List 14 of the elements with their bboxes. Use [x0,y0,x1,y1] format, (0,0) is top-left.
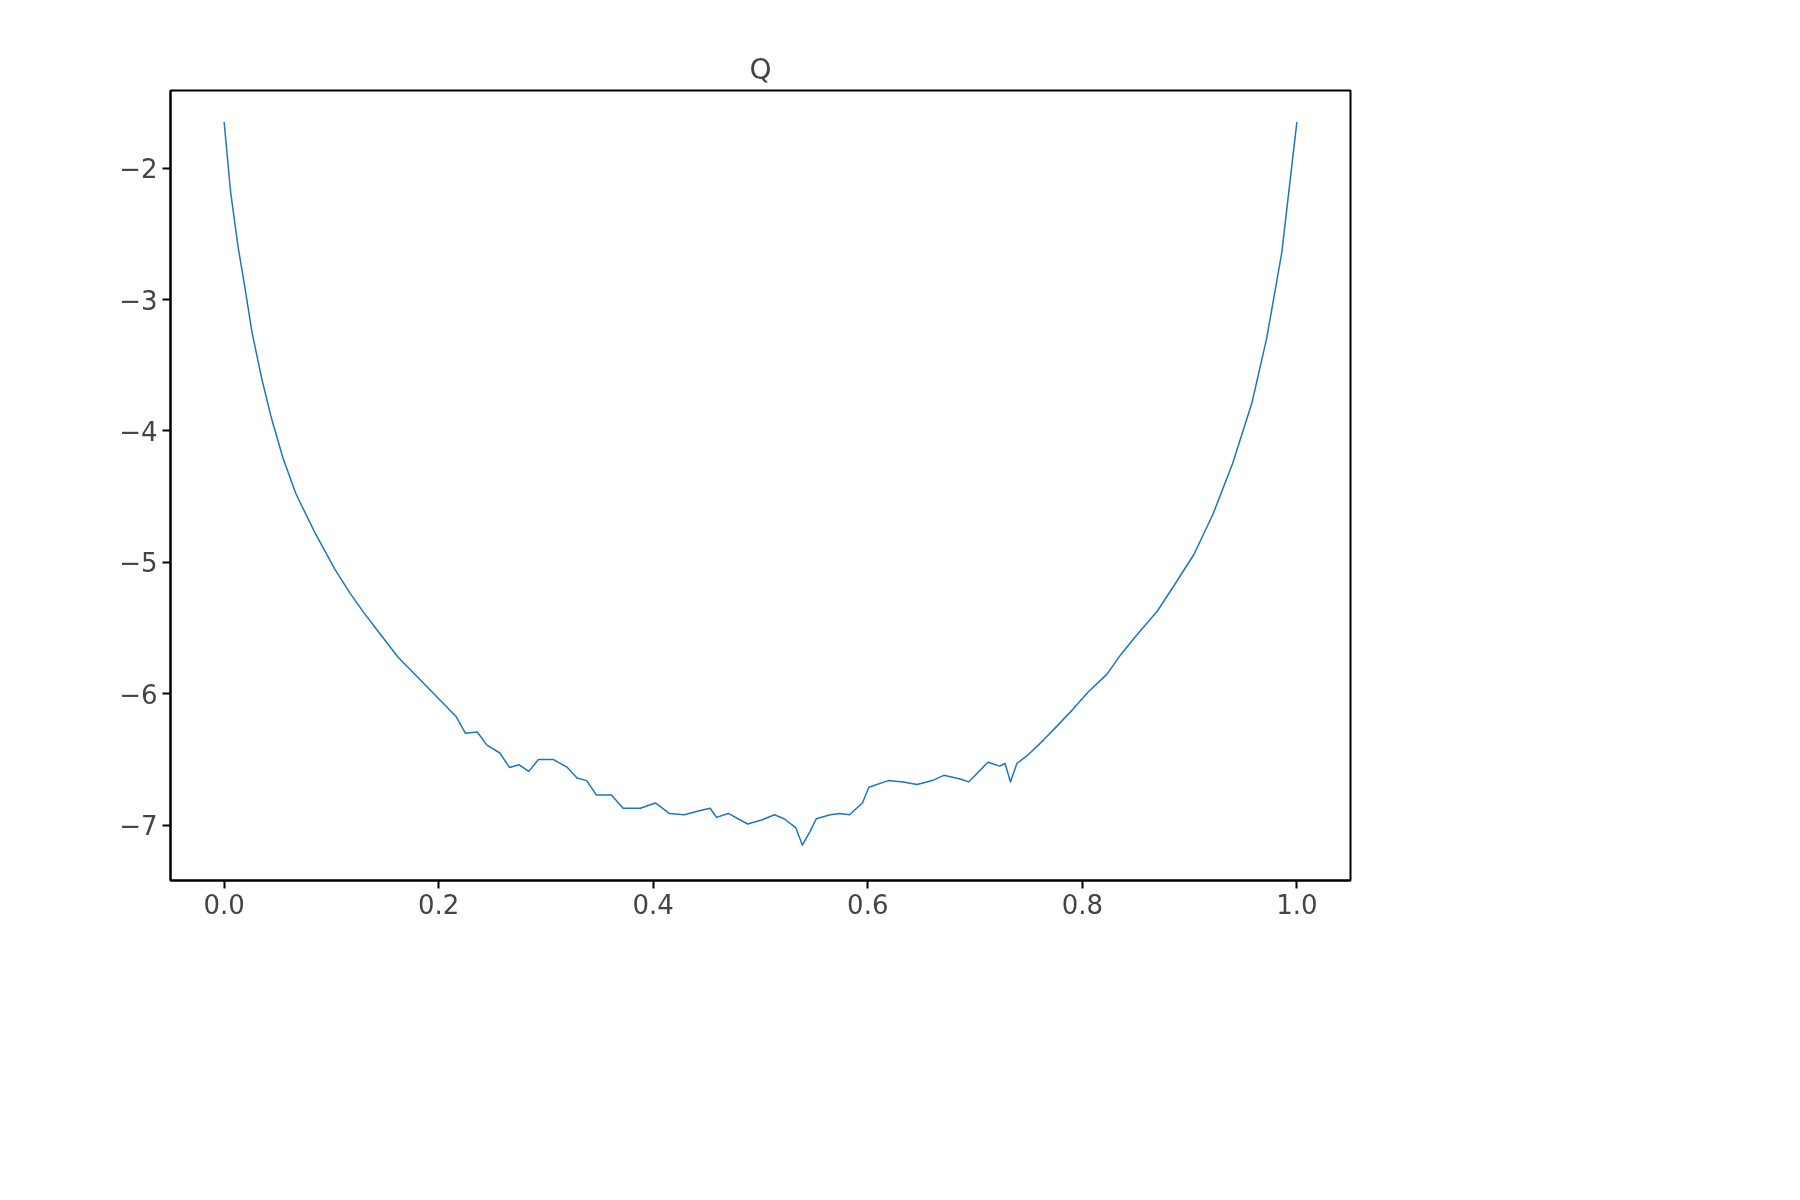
chart-title: Q [749,52,772,86]
x-tick-label: 1.0 [1276,889,1318,920]
y-tick-label: −3 [119,285,158,316]
y-tick-label: −5 [119,548,158,579]
y-tick-label: −7 [119,811,158,842]
x-tick-label: 0.6 [847,889,889,920]
x-tick-label: 0.8 [1061,889,1103,920]
x-tick-label: 0.4 [632,889,674,920]
x-tick-label: 0.2 [418,889,460,920]
y-tick-label: −2 [119,154,158,185]
y-tick-label: −6 [119,679,158,710]
y-tick-label: −4 [119,416,158,447]
x-tick-label: 0.0 [203,889,245,920]
line-series [223,121,1298,846]
